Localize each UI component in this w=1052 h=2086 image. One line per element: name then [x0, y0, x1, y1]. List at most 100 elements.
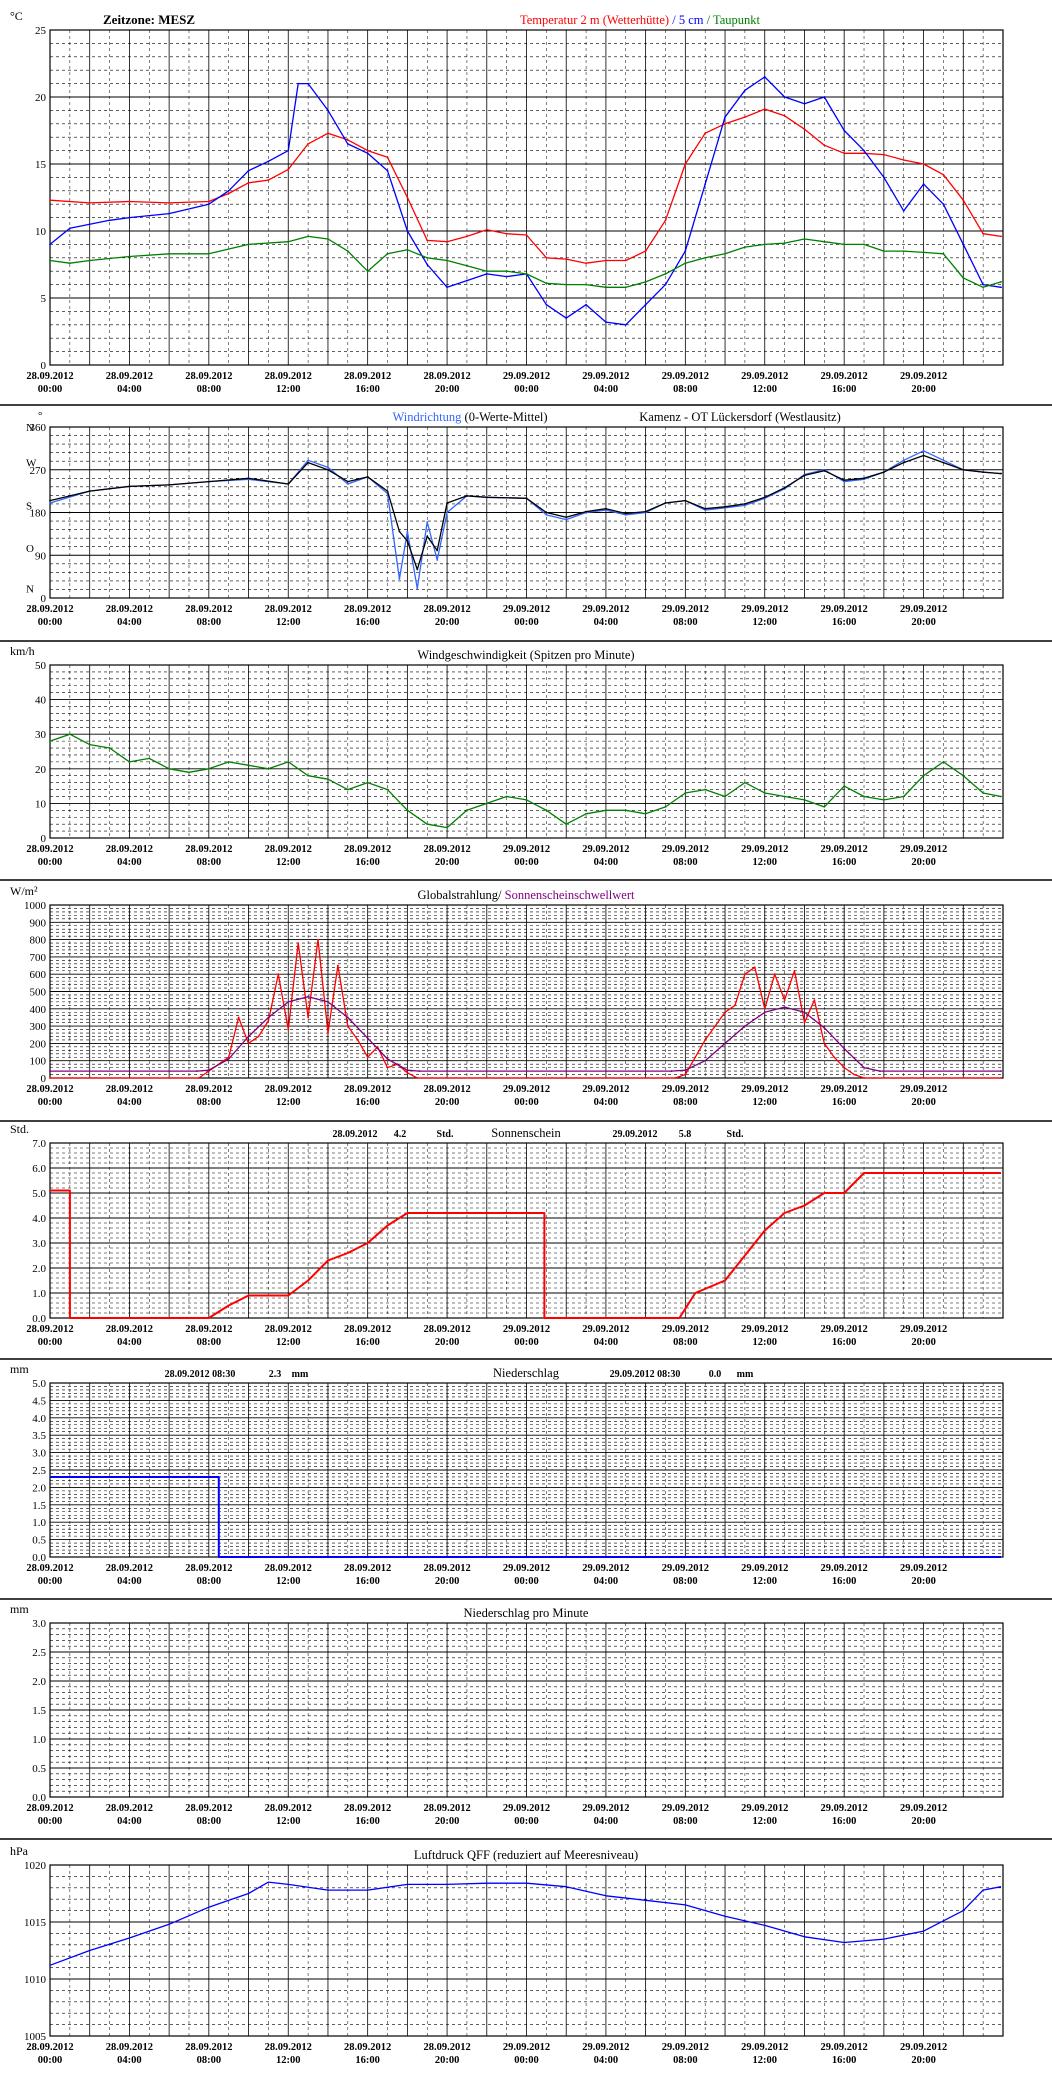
- data-point: [207, 252, 210, 255]
- x-tick-date: 28.09.2012: [423, 1563, 470, 1574]
- series-line-0: [50, 1476, 1001, 1558]
- x-tick-time: 08:00: [197, 2055, 222, 2066]
- y-tick-label: 5: [41, 293, 47, 305]
- data-point: [803, 128, 806, 131]
- data-point: [418, 1070, 421, 1072]
- data-point: [406, 530, 409, 533]
- data-point: [247, 764, 250, 767]
- x-tick-time: 16:00: [832, 384, 857, 395]
- chart-title-part: Taupunkt: [710, 13, 760, 27]
- data-point: [525, 272, 528, 275]
- chart-title-part: Windrichtung: [392, 410, 462, 424]
- data-point: [704, 509, 707, 512]
- x-tick-time: 08:00: [673, 1576, 698, 1587]
- data-point: [704, 1059, 707, 1062]
- x-tick-date: 28.09.2012: [185, 1803, 232, 1814]
- data-point: [525, 497, 528, 500]
- x-tick-time: 00:00: [38, 384, 63, 395]
- data-point: [843, 129, 846, 132]
- x-tick-time: 16:00: [355, 1576, 380, 1587]
- x-tick-time: 04:00: [117, 384, 142, 395]
- data-point: [873, 1077, 875, 1079]
- x-tick-time: 08:00: [197, 1576, 222, 1587]
- data-point: [525, 234, 528, 236]
- data-point: [406, 196, 409, 199]
- chart-title-part: 5 cm: [676, 13, 704, 27]
- chart-panel-4: 0.0 1.0 2.0 3.0 4.0 5.0 6.0 7.0 28.09.2012 00:00 2…: [0, 1120, 1052, 1348]
- chart-title: Niederschlag pro Minute: [464, 1606, 589, 1620]
- x-tick-time: 04:00: [594, 384, 619, 395]
- x-tick-time: 00:00: [38, 857, 63, 868]
- x-tick-time: 12:00: [753, 1337, 778, 1348]
- data-point: [406, 1069, 409, 1072]
- data-point: [525, 1077, 528, 1079]
- chart-panel-2: 0 10 20 30 40 50 28.09.2012 00:00 28.09.2012 04:0…: [0, 640, 1052, 868]
- x-tick-time: 16:00: [355, 1097, 380, 1108]
- y-tick-label: 0.0: [32, 1792, 46, 1804]
- data-point: [346, 250, 349, 253]
- x-tick-date: 29.09.2012: [503, 844, 550, 855]
- y-tick-label: 10: [35, 798, 47, 810]
- data-point: [664, 272, 667, 275]
- data-point: [922, 774, 925, 777]
- data-point: [307, 461, 310, 464]
- data-point: [644, 281, 647, 283]
- data-point: [386, 490, 389, 493]
- x-tick-time: 04:00: [594, 1097, 619, 1108]
- total-date: 29.09.2012 08:30: [610, 1369, 681, 1380]
- data-point: [49, 199, 51, 202]
- data-point: [68, 733, 71, 736]
- data-point: [922, 449, 925, 452]
- data-point: [843, 152, 846, 155]
- data-point: [982, 283, 985, 286]
- x-tick-time: 12:00: [753, 617, 778, 628]
- x-tick-date: 29.09.2012: [821, 1084, 868, 1095]
- series-line-1: [49, 76, 1002, 326]
- data-point: [88, 259, 91, 262]
- data-point: [843, 1066, 846, 1069]
- x-tick-time: 00:00: [514, 617, 539, 628]
- data-point: [207, 767, 210, 770]
- data-point: [327, 109, 329, 112]
- data-point: [734, 1004, 736, 1007]
- y-axis-label: km/h: [10, 644, 35, 658]
- data-point: [783, 1006, 786, 1008]
- x-tick-time: 20:00: [435, 857, 460, 868]
- data-point: [327, 238, 329, 240]
- x-tick-date: 29.09.2012: [503, 371, 550, 382]
- data-point: [684, 792, 687, 794]
- x-tick-time: 08:00: [673, 857, 698, 868]
- x-tick-date: 29.09.2012: [662, 1563, 709, 1574]
- data-point: [49, 740, 51, 743]
- data-point: [307, 82, 310, 85]
- x-tick-time: 20:00: [435, 384, 460, 395]
- y-tick-label: 500: [30, 987, 47, 999]
- data-point: [743, 781, 746, 784]
- x-tick-time: 12:00: [753, 1097, 778, 1108]
- x-tick-date: 28.09.2012: [344, 1803, 391, 1814]
- data-point: [1000, 795, 1002, 798]
- data-point: [446, 240, 448, 243]
- x-tick-time: 00:00: [38, 1816, 63, 1827]
- total-value: 4.2: [394, 1129, 407, 1140]
- data-point: [763, 496, 766, 499]
- y-tick-label: 0.0: [32, 1552, 46, 1564]
- data-point: [565, 258, 568, 261]
- data-point: [366, 1056, 369, 1059]
- y-tick-label: 700: [30, 952, 47, 964]
- data-point: [525, 799, 528, 801]
- data-point: [823, 805, 826, 808]
- x-tick-date: 29.09.2012: [582, 844, 629, 855]
- data-point: [346, 1025, 349, 1027]
- data-point: [843, 243, 846, 246]
- x-tick-date: 29.09.2012: [821, 371, 868, 382]
- x-tick-date: 28.09.2012: [26, 1563, 73, 1574]
- total-value: 5.8: [679, 1129, 692, 1140]
- data-point: [317, 938, 319, 941]
- series-line-2: [49, 235, 1002, 288]
- data-point: [843, 1047, 846, 1050]
- y-tick-label: 15: [35, 159, 47, 171]
- data-point: [198, 1077, 200, 1079]
- data-point: [585, 262, 587, 265]
